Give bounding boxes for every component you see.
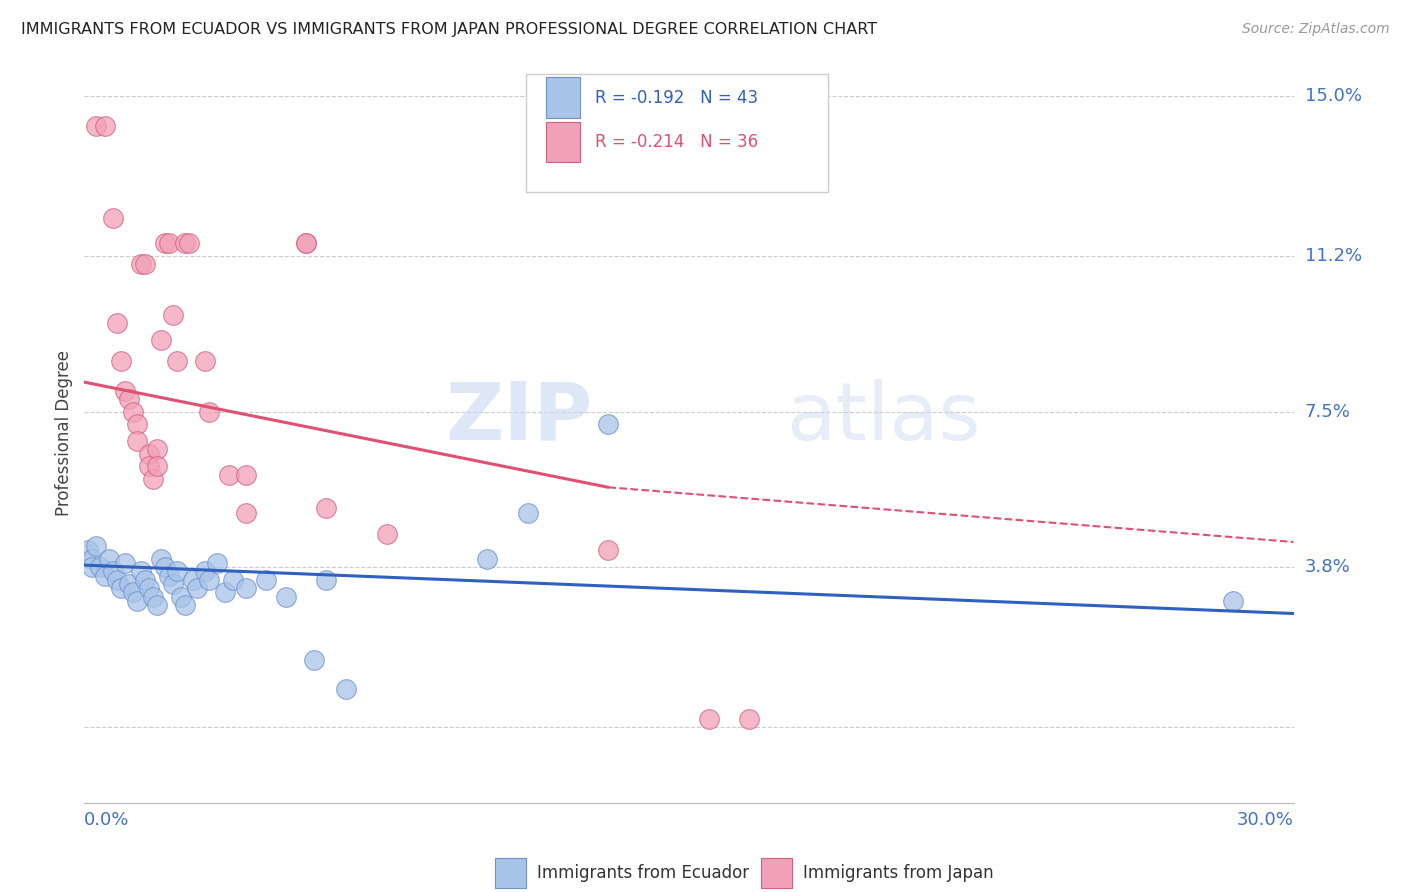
Point: [146, 459, 169, 474]
Point: [235, 467, 257, 482]
FancyBboxPatch shape: [547, 121, 581, 162]
Point: [179, 236, 201, 251]
Point: [198, 404, 221, 418]
Point: [89, 560, 111, 574]
Point: [125, 417, 148, 432]
Point: [134, 573, 156, 587]
Point: [598, 417, 620, 432]
Point: [142, 472, 165, 486]
Text: Source: ZipAtlas.com: Source: ZipAtlas.com: [1241, 22, 1389, 37]
Point: [181, 573, 204, 587]
Text: Immigrants from Japan: Immigrants from Japan: [803, 864, 993, 882]
FancyBboxPatch shape: [526, 73, 828, 192]
Point: [146, 442, 169, 457]
Point: [302, 653, 325, 667]
Point: [235, 581, 257, 595]
Point: [114, 384, 136, 398]
FancyBboxPatch shape: [547, 78, 581, 118]
Point: [105, 573, 128, 587]
Point: [118, 577, 141, 591]
Point: [235, 506, 257, 520]
Point: [157, 236, 180, 251]
Point: [198, 573, 221, 587]
Point: [194, 565, 217, 579]
Point: [174, 598, 197, 612]
Point: [697, 712, 720, 726]
Point: [254, 573, 277, 587]
Point: [101, 565, 124, 579]
Point: [477, 551, 499, 566]
Point: [153, 236, 176, 251]
Point: [101, 211, 124, 225]
Point: [162, 308, 184, 322]
Point: [375, 526, 398, 541]
Text: IMMIGRANTS FROM ECUADOR VS IMMIGRANTS FROM JAPAN PROFESSIONAL DEGREE CORRELATION: IMMIGRANTS FROM ECUADOR VS IMMIGRANTS FR…: [21, 22, 877, 37]
Point: [214, 585, 236, 599]
Point: [315, 501, 337, 516]
Point: [82, 551, 104, 566]
Point: [186, 581, 208, 595]
Point: [97, 551, 120, 566]
Point: [129, 257, 152, 271]
Point: [157, 568, 180, 582]
Point: [598, 543, 620, 558]
Point: [118, 392, 141, 406]
Point: [335, 682, 357, 697]
Point: [125, 434, 148, 448]
Text: 30.0%: 30.0%: [1237, 811, 1294, 830]
Point: [218, 467, 240, 482]
Point: [86, 539, 108, 553]
Text: Immigrants from Ecuador: Immigrants from Ecuador: [537, 864, 749, 882]
Text: 7.5%: 7.5%: [1305, 402, 1351, 421]
Point: [166, 354, 188, 368]
Point: [121, 404, 143, 418]
Point: [93, 568, 115, 582]
Point: [149, 551, 172, 566]
Point: [166, 565, 188, 579]
FancyBboxPatch shape: [762, 858, 792, 888]
Point: [174, 236, 197, 251]
Point: [82, 560, 104, 574]
Point: [194, 354, 217, 368]
Point: [93, 119, 115, 133]
Point: [274, 590, 297, 604]
Point: [138, 581, 160, 595]
Point: [222, 573, 245, 587]
Point: [138, 447, 160, 461]
Point: [315, 573, 337, 587]
Point: [170, 590, 193, 604]
Point: [162, 577, 184, 591]
Point: [138, 459, 160, 474]
Text: R = -0.192   N = 43: R = -0.192 N = 43: [595, 89, 758, 107]
Point: [77, 543, 100, 558]
Point: [121, 585, 143, 599]
Y-axis label: Professional Degree: Professional Degree: [55, 350, 73, 516]
Text: 11.2%: 11.2%: [1305, 247, 1362, 265]
Point: [129, 565, 152, 579]
Point: [738, 712, 761, 726]
Point: [146, 598, 169, 612]
Point: [207, 556, 229, 570]
Text: R = -0.214   N = 36: R = -0.214 N = 36: [595, 134, 758, 152]
Point: [105, 316, 128, 330]
Point: [295, 236, 318, 251]
Point: [86, 119, 108, 133]
Text: atlas: atlas: [786, 379, 980, 457]
Point: [110, 354, 132, 368]
Point: [142, 590, 165, 604]
FancyBboxPatch shape: [495, 858, 526, 888]
Text: 0.0%: 0.0%: [84, 811, 129, 830]
Point: [516, 506, 538, 520]
Point: [295, 236, 318, 251]
Point: [134, 257, 156, 271]
Point: [125, 594, 148, 608]
Text: ZIP: ZIP: [444, 379, 592, 457]
Point: [149, 333, 172, 347]
Point: [110, 581, 132, 595]
Text: 3.8%: 3.8%: [1305, 558, 1350, 576]
Point: [114, 556, 136, 570]
Point: [1222, 594, 1244, 608]
Point: [153, 560, 176, 574]
Text: 15.0%: 15.0%: [1305, 87, 1361, 105]
